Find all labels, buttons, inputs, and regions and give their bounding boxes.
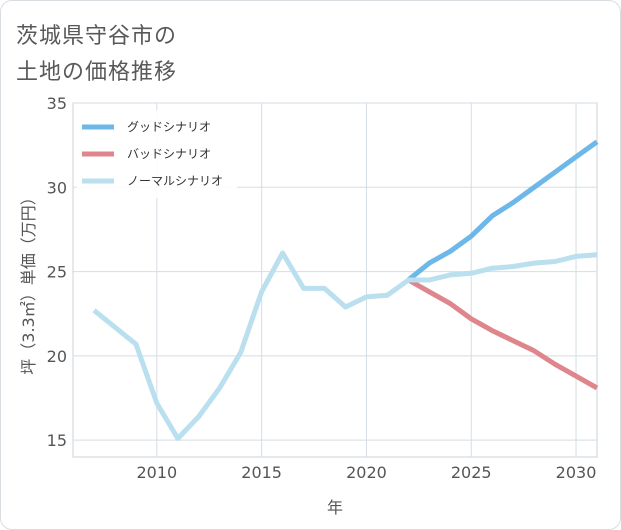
x-tick-label: 2030 [556, 463, 597, 482]
x-tick-label: 2010 [136, 463, 177, 482]
y-tick-label: 30 [47, 178, 67, 197]
y-tick-label: 20 [47, 347, 67, 366]
x-tick-label: 2020 [346, 463, 387, 482]
x-axis-title: 年 [327, 498, 343, 517]
series-line-2 [92, 250, 598, 441]
y-tick-label: 15 [47, 431, 67, 450]
x-tick-label: 2015 [241, 463, 282, 482]
chart-title-line-1: 茨城県守谷市の [16, 24, 178, 49]
chart-title-line-2: 土地の価格推移 [16, 60, 178, 85]
y-tick-label: 35 [47, 94, 67, 113]
series-lines [92, 139, 599, 441]
y-tick-label: 25 [47, 263, 67, 282]
legend-label-0: グッドシナリオ [127, 120, 211, 134]
legend-label-2: ノーマルシナリオ [127, 174, 223, 188]
legend-label-1: バッドシナリオ [127, 147, 211, 161]
y-axis-title: 坪（3.3㎡）単価（万円） [19, 189, 38, 374]
series-line-1 [407, 277, 599, 391]
series-line-0 [406, 139, 599, 282]
x-tick-label: 2025 [451, 463, 492, 482]
